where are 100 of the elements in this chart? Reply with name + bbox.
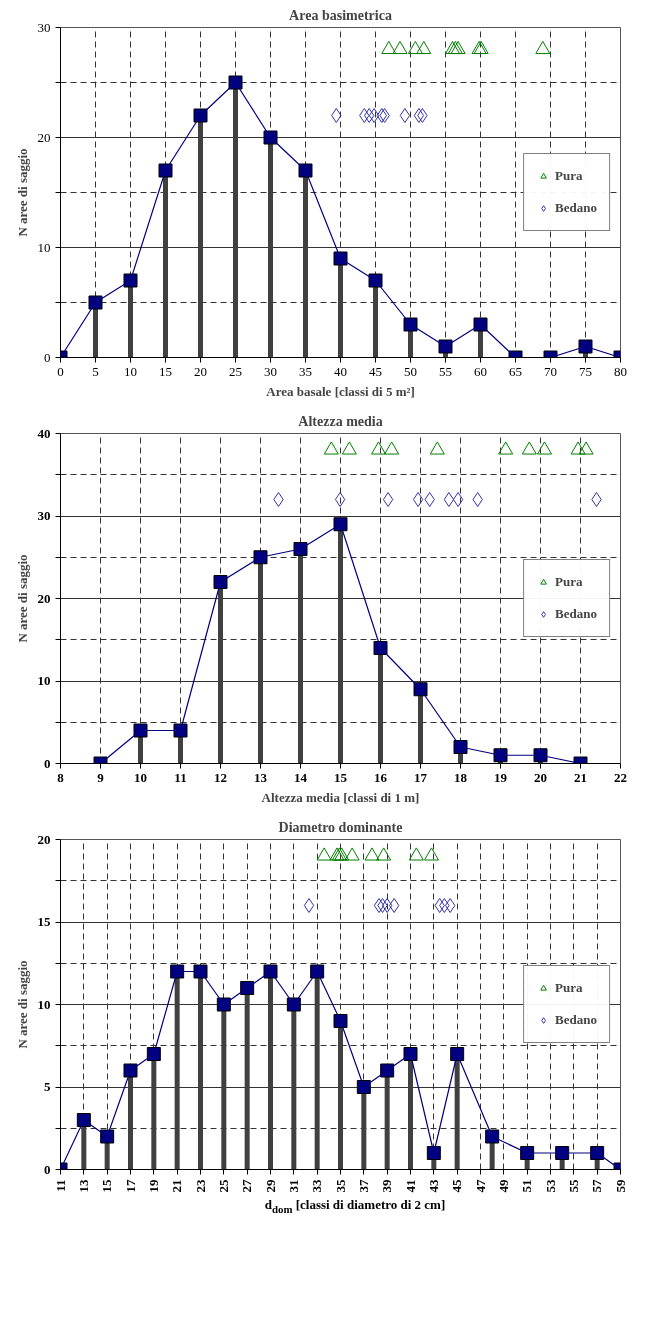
x-tick-label: 19 (494, 769, 508, 785)
point (434, 898, 445, 913)
point (399, 108, 411, 123)
point (341, 441, 357, 455)
x-tick-label: 11 (174, 769, 187, 785)
x-tick-label: 35 (332, 1179, 348, 1193)
x-tick-label: 15 (334, 769, 348, 785)
point (158, 163, 173, 178)
point (493, 748, 508, 763)
x-tick-label: 13 (75, 1179, 91, 1193)
x-tick-label: 18 (454, 769, 468, 785)
x-tick-label: 50 (404, 363, 417, 379)
point (408, 847, 424, 861)
point (445, 898, 456, 913)
point (263, 130, 278, 145)
point (450, 1047, 465, 1061)
point (359, 108, 370, 123)
y-tick-label: 40 (37, 425, 51, 441)
point (373, 898, 385, 913)
x-tick-label: 10 (124, 363, 137, 379)
x-tick-label: 45 (449, 1179, 465, 1193)
point (310, 964, 325, 979)
point (376, 847, 392, 861)
point (331, 108, 342, 123)
point (521, 441, 537, 455)
point (382, 492, 394, 507)
legend-label: Pura (555, 574, 583, 590)
x-tick-label: 16 (374, 769, 388, 785)
point (578, 339, 593, 354)
point (381, 40, 397, 55)
x-tick-label: 29 (262, 1179, 278, 1193)
x-axis-title: d$_{dom}$ [classi di diametro di 2 cm] (264, 1196, 446, 1217)
x-tick-label: 47 (472, 1179, 488, 1193)
point (333, 1014, 348, 1028)
point (403, 1047, 418, 1061)
y-tick-label: 0 (44, 349, 51, 365)
point (417, 108, 428, 123)
point (173, 723, 188, 738)
point (452, 492, 464, 507)
y-tick-label: 0 (44, 1161, 51, 1177)
point (407, 40, 423, 55)
x-tick-label: 55 (439, 363, 452, 379)
point (382, 898, 393, 913)
point (298, 163, 313, 178)
chart-title: Diametro dominante (278, 819, 403, 835)
point (146, 1047, 161, 1061)
point (413, 108, 425, 123)
y-tick-label: 0 (44, 755, 51, 771)
point (170, 964, 185, 979)
x-tick-label: 19 (145, 1179, 161, 1193)
point (371, 441, 386, 455)
point (426, 1146, 441, 1160)
x-tick-label: 27 (239, 1179, 255, 1193)
x-tick-label: 5 (92, 363, 99, 379)
point (424, 492, 435, 507)
point (123, 1063, 138, 1078)
point (364, 108, 375, 123)
x-tick-label: 75 (579, 363, 592, 379)
point (537, 441, 552, 455)
chart-title: Area basimetrica (289, 7, 392, 23)
point (535, 40, 551, 55)
point (533, 748, 548, 763)
point (443, 492, 455, 507)
y-tick-label: 20 (37, 590, 51, 606)
point (286, 997, 301, 1012)
y-tick-label: 30 (37, 508, 51, 523)
point (485, 1129, 500, 1144)
point (356, 1080, 371, 1094)
point (368, 108, 380, 123)
x-tick-label: 31 (285, 1179, 301, 1193)
x-tick-label: 25 (215, 1179, 231, 1193)
legend-label: Pura (555, 980, 583, 996)
legend-label: Bedano (555, 1012, 597, 1028)
point (424, 847, 439, 861)
x-tick-label: 37 (355, 1179, 371, 1193)
x-tick-label: 35 (299, 363, 312, 379)
point (253, 550, 268, 565)
point (213, 575, 228, 589)
point (364, 847, 380, 861)
point (323, 441, 339, 455)
x-tick-label: 20 (194, 363, 207, 379)
point (373, 641, 388, 655)
x-tick-label: 39 (379, 1179, 395, 1193)
point (228, 75, 243, 90)
y-axis-title: N aree di saggio (14, 554, 30, 643)
x-tick-label: 10 (134, 769, 147, 785)
x-tick-label: 15 (159, 363, 172, 379)
point (384, 441, 400, 455)
y-tick-label: 5 (44, 1079, 51, 1094)
x-tick-label: 23 (192, 1179, 208, 1193)
x-tick-label: 80 (614, 363, 627, 379)
point (380, 1063, 395, 1078)
point (368, 273, 383, 288)
legend-label: Bedano (555, 606, 597, 622)
y-tick-label: 15 (37, 914, 51, 929)
point (498, 441, 514, 455)
x-tick-label: 0 (57, 363, 64, 379)
x-tick-label: 41 (402, 1179, 418, 1193)
x-tick-label: 17 (414, 769, 428, 785)
x-tick-label: 59 (612, 1179, 628, 1193)
